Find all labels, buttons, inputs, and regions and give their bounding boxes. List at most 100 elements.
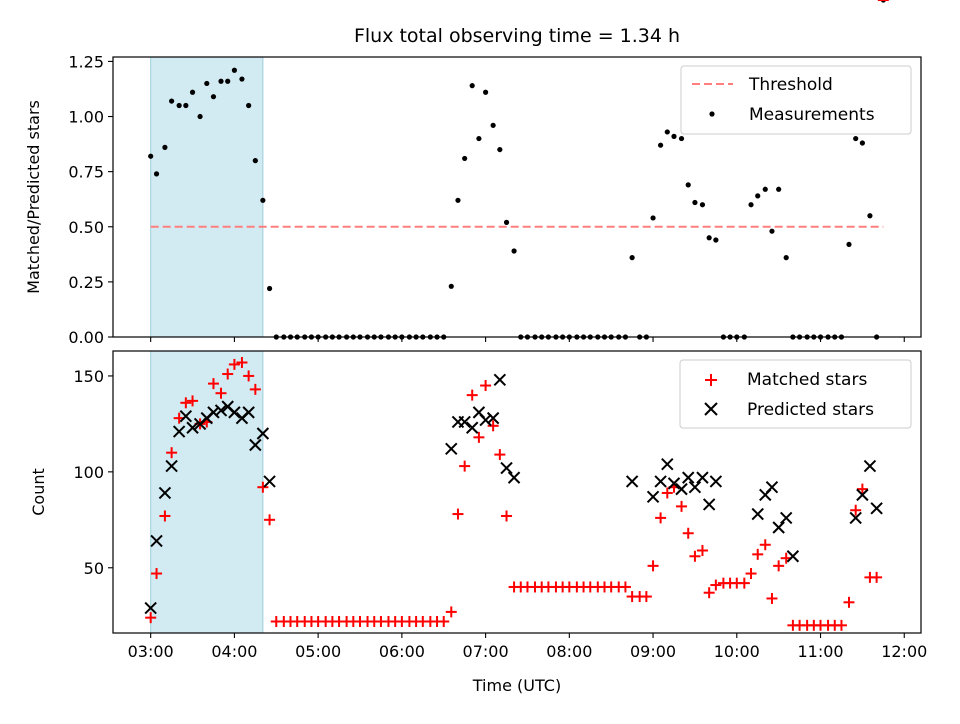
measurements-point bbox=[448, 283, 454, 289]
x-tick-label: 07:00 bbox=[463, 642, 509, 661]
x-tick-label: 06:00 bbox=[379, 642, 425, 661]
measurements-point bbox=[148, 153, 154, 159]
top-legend: Threshold Measurements bbox=[680, 65, 912, 135]
y-tick-label: 1.00 bbox=[68, 108, 104, 127]
measurements-point bbox=[239, 76, 245, 82]
matched-stars-point bbox=[452, 508, 464, 520]
predicted-stars-point bbox=[445, 442, 458, 456]
measurements-point bbox=[692, 199, 698, 206]
predicted-stars-point bbox=[458, 415, 471, 429]
measurements-point bbox=[189, 89, 196, 95]
measurements-point bbox=[748, 202, 754, 208]
predicted-stars-point bbox=[486, 411, 500, 425]
top-y-axis-label: Matched/Predicted stars bbox=[24, 100, 43, 294]
predicted-stars-point bbox=[870, 502, 883, 515]
predicted-stars-point bbox=[779, 511, 793, 525]
predicted-stars-legend-label: Predicted stars bbox=[747, 400, 874, 420]
matched-stars-point bbox=[459, 460, 471, 472]
predicted-stars-point bbox=[172, 425, 186, 438]
predicted-stars-point bbox=[625, 475, 639, 488]
bottom-x-axis: 03:00 04:00 05:00 06:00 07:00 08:00 09:00 10:00… bbox=[128, 633, 927, 661]
matched-stars-legend-icon bbox=[705, 374, 717, 386]
matched-stars-point bbox=[738, 577, 750, 589]
predicted-stars-point bbox=[144, 601, 157, 615]
matched-stars-point bbox=[689, 550, 701, 562]
predicted-stars-point bbox=[186, 421, 199, 434]
predicted-stars-point bbox=[709, 475, 723, 488]
bottom-y-axis: 50 100 150 bbox=[73, 367, 113, 578]
matched-stars-point bbox=[710, 579, 722, 591]
matched-stars-point bbox=[871, 571, 883, 583]
matched-stars-point bbox=[145, 612, 157, 624]
matched-stars-point bbox=[151, 568, 163, 580]
x-tick-label: 03:00 bbox=[128, 642, 174, 661]
measurements-point bbox=[462, 155, 468, 162]
measurements-point bbox=[210, 94, 217, 100]
measurements-point bbox=[867, 213, 873, 219]
top-panel: 0.00 0.25 0.50 0.75 1.00 1.25 Matched/Predict… bbox=[24, 0, 922, 347]
threshold-legend-label: Threshold bbox=[748, 75, 833, 95]
measurements-point bbox=[162, 144, 168, 150]
x-tick-label: 12:00 bbox=[881, 642, 927, 661]
matched-stars-point bbox=[766, 592, 778, 604]
bottom-y-axis-label: Count bbox=[29, 468, 48, 516]
matched-stars-point bbox=[640, 591, 652, 603]
matched-stars-point bbox=[752, 548, 764, 560]
predicted-stars-point bbox=[772, 521, 785, 534]
y-tick-label: 50 bbox=[84, 559, 104, 578]
matched-stars-point bbox=[159, 510, 171, 522]
measurements-point bbox=[490, 122, 496, 128]
measurements-point bbox=[225, 78, 231, 84]
measurements-point bbox=[762, 186, 768, 192]
measurements-point bbox=[260, 197, 266, 203]
predicted-stars-point bbox=[856, 488, 869, 502]
top-panel-frame bbox=[112, 56, 922, 338]
matched-stars-point bbox=[843, 596, 855, 608]
matched-stars-point bbox=[480, 380, 492, 392]
measurements-point bbox=[266, 285, 273, 292]
matched-stars-point bbox=[759, 539, 771, 551]
y-tick-label: 1.25 bbox=[68, 52, 104, 71]
x-axis-label: Time (UTC) bbox=[472, 676, 561, 695]
predicted-stars-point bbox=[242, 406, 255, 419]
measurements-point bbox=[629, 255, 635, 261]
measurements-series bbox=[148, 0, 886, 340]
predicted-stars-point bbox=[654, 475, 667, 488]
measurements-point bbox=[783, 255, 789, 261]
matched-stars-point bbox=[257, 481, 269, 493]
measurements-point bbox=[476, 135, 482, 142]
y-tick-label: 100 bbox=[73, 463, 104, 482]
y-tick-label: 150 bbox=[73, 367, 104, 386]
matched-stars-point bbox=[696, 545, 708, 557]
measurements-point bbox=[252, 158, 258, 164]
matched-stars-point bbox=[243, 370, 255, 382]
matched-stars-point bbox=[501, 510, 513, 522]
measurements-point bbox=[183, 102, 189, 109]
predicted-stars-point bbox=[479, 413, 492, 427]
y-tick-label: 0.25 bbox=[68, 273, 104, 292]
measurements-point bbox=[197, 113, 203, 120]
measurements-point bbox=[497, 146, 503, 153]
predicted-stars-point bbox=[263, 475, 276, 488]
measurements-point bbox=[246, 102, 252, 109]
matched-stars-point bbox=[445, 606, 457, 618]
predicted-stars-point bbox=[256, 427, 270, 440]
measurements-point bbox=[664, 129, 670, 135]
matched-stars-point bbox=[438, 615, 450, 627]
x-tick-label: 05:00 bbox=[295, 642, 341, 661]
x-tick-label: 11:00 bbox=[797, 642, 843, 661]
measurements-point bbox=[713, 237, 719, 243]
matched-stars-point bbox=[661, 487, 673, 499]
measurements-point bbox=[678, 135, 685, 142]
predicted-stars-point bbox=[507, 471, 521, 484]
matched-stars-point bbox=[835, 619, 847, 631]
matched-stars-point bbox=[180, 397, 192, 409]
measurements-point bbox=[769, 228, 775, 234]
top-y-axis: 0.00 0.25 0.50 0.75 1.00 1.25 bbox=[68, 52, 113, 347]
predicted-stars-point bbox=[249, 438, 262, 452]
predicted-stars-point bbox=[179, 410, 193, 423]
shaded-span-top bbox=[150, 56, 264, 338]
measurements-point bbox=[685, 182, 691, 188]
